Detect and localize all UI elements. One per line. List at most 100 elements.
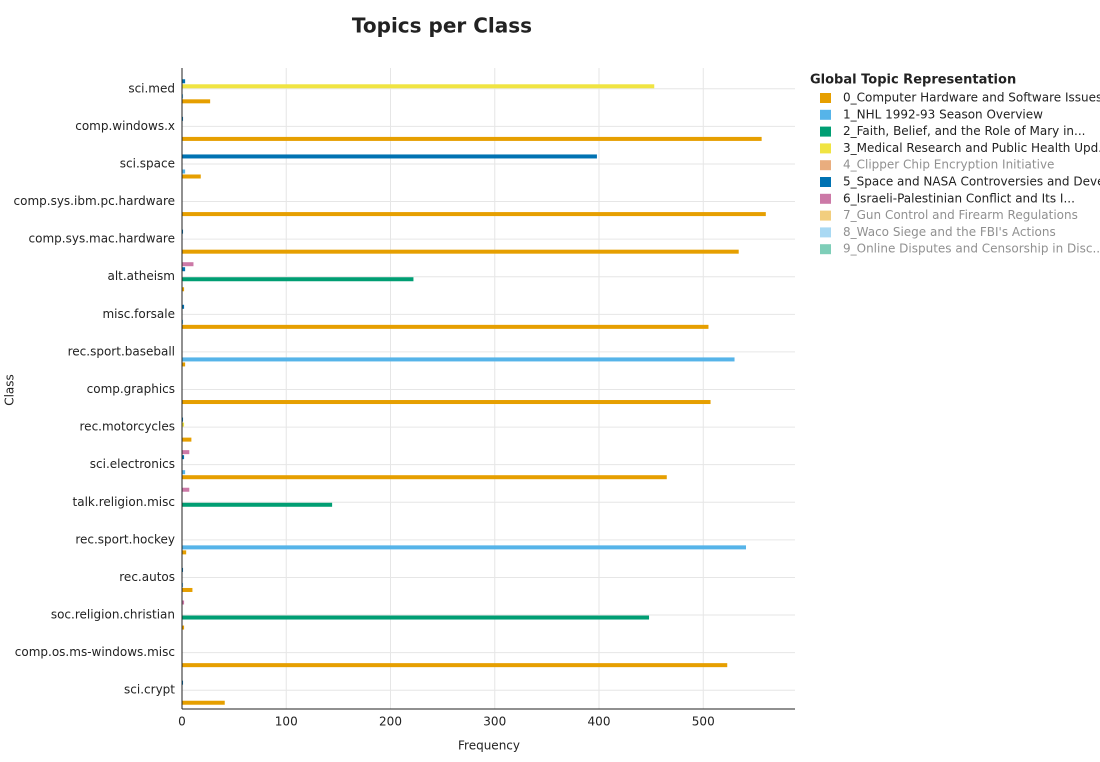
bar [182,663,728,668]
bar [182,450,190,455]
y-tick-label: comp.sys.ibm.pc.hardware [14,194,175,208]
bar [182,487,190,492]
bar [182,550,187,555]
legend-label: 1_NHL 1992-93 Season Overview [843,107,1043,121]
bar [182,174,201,179]
bar [182,455,185,460]
y-axis-label: Class [3,374,17,406]
y-tick-label: sci.crypt [124,683,175,697]
bar [182,582,184,587]
bar [182,249,739,254]
bar [182,362,186,367]
x-tick-label: 400 [588,715,611,729]
y-tick-label: soc.religion.christian [51,608,175,622]
y-tick-label: comp.graphics [87,382,175,396]
legend-label: 6_Israeli-Palestinian Conflict and Its I… [843,191,1075,205]
bar [182,475,667,480]
bar [182,437,192,442]
bar [182,154,597,159]
bar [182,470,186,475]
y-tick-label: rec.motorcycles [80,420,175,434]
bar [182,502,333,507]
legend-swatch [820,210,831,221]
x-tick-label: 100 [275,715,298,729]
legend-label: 7_Gun Control and Firearm Regulations [843,208,1078,222]
x-axis-label: Frequency [458,739,520,753]
legend-swatch [820,177,831,187]
bar [182,625,185,630]
legend-label: 2_Faith, Belief, and the Role of Mary in… [843,124,1085,138]
x-tick-label: 300 [483,715,506,729]
legend-label: 9_Online Disputes and Censorship in Disc… [843,242,1100,256]
legend-label: 3_Medical Research and Public Health Upd… [843,141,1100,155]
bar [182,357,735,362]
legend-item[interactable]: 9_Online Disputes and Censorship in Disc… [820,242,1100,256]
bar [182,587,193,592]
y-tick-label: sci.space [120,156,175,170]
legend-label: 5_Space and NASA Controversies and Devel… [843,175,1100,189]
legend-item[interactable]: 3_Medical Research and Public Health Upd… [820,141,1100,155]
x-tick-label: 0 [178,715,186,729]
legend-swatch [820,244,831,255]
legend-item[interactable]: 2_Faith, Belief, and the Role of Mary in… [820,124,1085,138]
legend-swatch [820,193,831,204]
bar [182,277,414,282]
bar [182,417,184,422]
bar [182,700,225,705]
y-tick-label: misc.forsale [102,307,175,321]
grid [181,68,795,709]
legend-swatch [820,109,831,120]
bar [182,287,185,292]
y-tick-label: rec.autos [119,570,175,584]
bar [182,422,185,427]
y-tick-label: comp.os.ms-windows.misc [15,645,175,659]
y-tick-label: comp.sys.mac.hardware [29,232,175,246]
legend-label: 8_Waco Siege and the FBI's Actions [843,225,1056,239]
y-tick-label: sci.electronics [90,457,175,471]
legend-title: Global Topic Representation [810,73,1016,88]
y-tick-label: rec.sport.baseball [68,344,175,358]
legend-swatch [820,126,831,137]
legend-swatch [820,227,831,238]
bar [182,545,747,550]
y-tick-label: talk.religion.misc [73,495,175,509]
legend-label: 0_Computer Hardware and Software Issues [843,91,1100,105]
legend-item[interactable]: 7_Gun Control and Firearm Regulations [820,208,1078,222]
legend-item[interactable]: 6_Israeli-Palestinian Conflict and Its I… [820,191,1075,205]
y-tick-label: rec.sport.hockey [75,532,175,546]
bars [182,79,766,705]
bar [182,84,655,89]
bar [182,304,185,309]
legend-item[interactable]: 4_Clipper Chip Encryption Initiative [820,158,1054,172]
bar [182,229,184,234]
bar [182,212,766,217]
bar [182,136,762,141]
bar [182,680,184,685]
bar [182,267,186,272]
legend-item[interactable]: 5_Space and NASA Controversies and Devel… [820,175,1100,189]
bar [182,600,185,605]
legend-label: 4_Clipper Chip Encryption Initiative [843,158,1054,172]
legend-swatch [820,93,831,103]
bar [182,324,709,329]
x-tick-label: 500 [692,715,715,729]
x-tick-label: 200 [379,715,402,729]
y-tick-label: comp.windows.x [75,119,175,133]
legend-item[interactable]: 1_NHL 1992-93 Season Overview [820,107,1043,121]
bar [182,319,184,324]
bar [182,615,650,620]
chart-title: Topics per Class [352,14,532,38]
legend-swatch [820,143,831,154]
bar [182,116,184,121]
y-tick-label: alt.atheism [107,269,175,283]
y-tick-label: sci.med [128,81,175,95]
legend-item[interactable]: 8_Waco Siege and the FBI's Actions [820,225,1056,239]
bar [182,99,211,104]
bar [182,169,186,174]
legend-item[interactable]: 0_Computer Hardware and Software Issues [820,91,1100,105]
bar [182,567,184,572]
bar [182,79,186,84]
bar [182,94,184,99]
bar [182,400,711,405]
